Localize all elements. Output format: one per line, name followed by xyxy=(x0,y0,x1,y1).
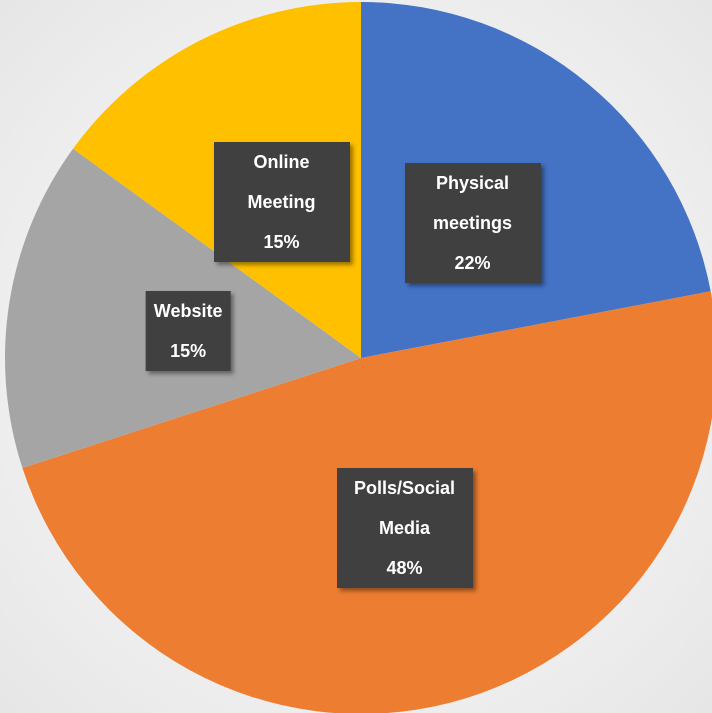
value-label: 15% xyxy=(263,232,300,253)
category-label: Website xyxy=(153,300,223,321)
value-label: 15% xyxy=(170,340,207,361)
data-label: Online Meeting 15% xyxy=(213,142,350,263)
category-label: Online Meeting xyxy=(247,152,316,213)
data-label: Polls/Social Media 48% xyxy=(336,467,473,588)
value-label: 22% xyxy=(454,253,491,274)
data-label: Physical meetings 22% xyxy=(404,163,541,284)
value-label: 48% xyxy=(386,557,423,578)
category-label: Polls/Social Media xyxy=(353,477,456,538)
data-label: Website 15% xyxy=(145,290,231,371)
category-label: Physical meetings xyxy=(433,173,513,234)
